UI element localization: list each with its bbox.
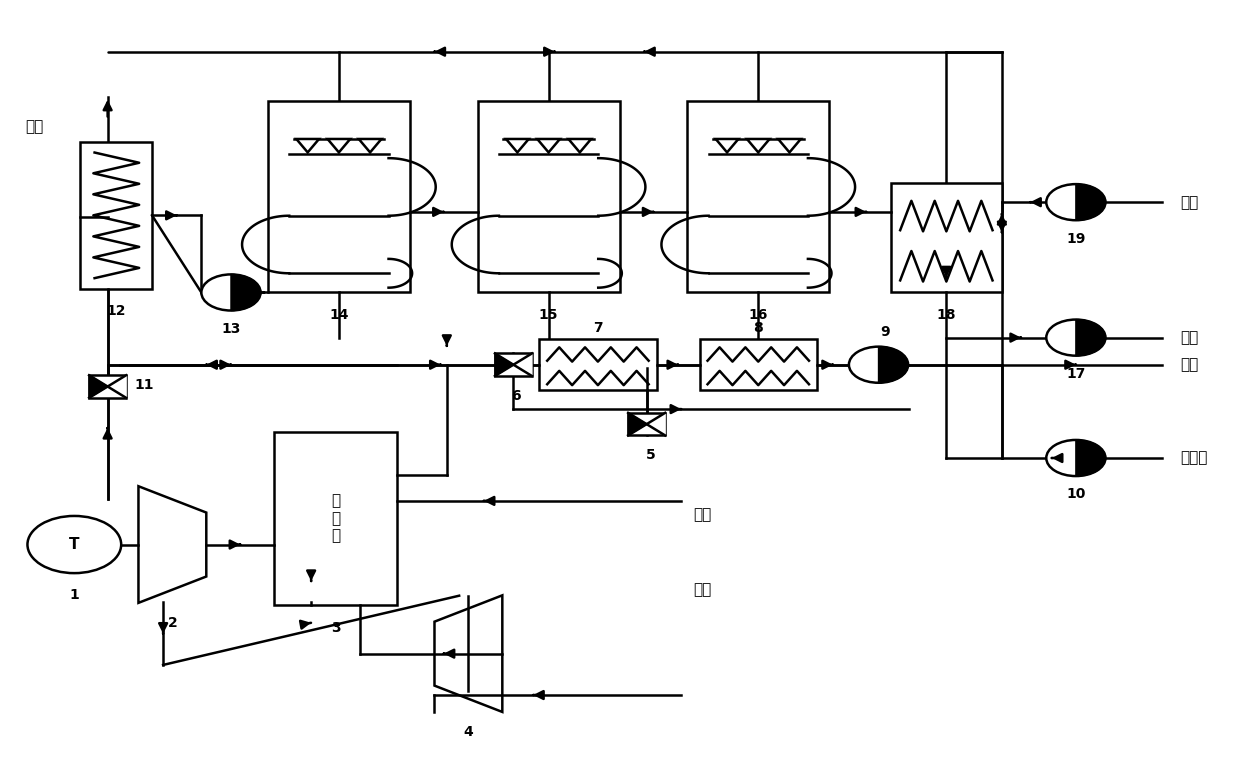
Polygon shape (230, 274, 260, 311)
Text: 12: 12 (107, 304, 126, 318)
Bar (81, 142, 152, 289)
Bar (494, 353, 532, 376)
Bar (688, 101, 829, 293)
Polygon shape (506, 139, 529, 152)
Polygon shape (538, 139, 560, 152)
Polygon shape (296, 139, 318, 152)
Polygon shape (1075, 440, 1105, 476)
Circle shape (202, 274, 260, 311)
Circle shape (1046, 184, 1105, 221)
Text: 14: 14 (330, 308, 348, 321)
Text: 9: 9 (880, 325, 890, 339)
Polygon shape (628, 413, 647, 435)
Text: 浓海水: 浓海水 (1181, 450, 1208, 465)
Text: 17: 17 (1067, 367, 1085, 381)
Text: 燃
烧
室: 燃 烧 室 (331, 493, 341, 543)
Circle shape (1046, 320, 1105, 356)
Text: 1: 1 (69, 588, 79, 602)
Bar (89, 375, 126, 398)
Bar (628, 413, 665, 435)
Text: 2: 2 (167, 616, 177, 630)
Bar (700, 339, 817, 390)
Bar (478, 101, 620, 293)
Text: 8: 8 (753, 321, 763, 335)
Text: 19: 19 (1067, 231, 1085, 246)
Polygon shape (778, 139, 800, 152)
Polygon shape (647, 413, 665, 435)
Text: 18: 18 (937, 308, 957, 321)
Bar (274, 431, 398, 605)
Circle shape (849, 346, 908, 383)
Polygon shape (327, 139, 351, 152)
Text: 13: 13 (222, 322, 240, 336)
Text: 10: 10 (1067, 487, 1085, 501)
Polygon shape (513, 353, 532, 376)
Polygon shape (747, 139, 769, 152)
Circle shape (1046, 440, 1105, 476)
Polygon shape (435, 595, 502, 712)
Text: 3: 3 (331, 622, 341, 635)
Text: T: T (69, 537, 79, 552)
Text: 7: 7 (593, 321, 602, 335)
Polygon shape (89, 375, 108, 398)
Text: 淡水: 淡水 (1181, 330, 1199, 345)
Bar (268, 101, 410, 293)
Circle shape (27, 516, 121, 573)
Polygon shape (108, 375, 126, 398)
Polygon shape (716, 139, 738, 152)
Polygon shape (139, 486, 207, 603)
Text: 5: 5 (646, 448, 655, 462)
Text: 11: 11 (135, 378, 155, 392)
Text: 空气: 空气 (694, 582, 711, 597)
Text: 4: 4 (463, 725, 473, 739)
Polygon shape (1075, 184, 1105, 221)
Polygon shape (569, 139, 591, 152)
Text: 海水: 海水 (1181, 195, 1199, 210)
Polygon shape (878, 346, 908, 383)
Text: 烟气: 烟气 (1181, 357, 1199, 372)
Polygon shape (1075, 320, 1105, 356)
Text: 6: 6 (510, 389, 520, 402)
Bar (891, 183, 1002, 293)
Bar (539, 339, 657, 390)
Polygon shape (494, 353, 513, 376)
Polygon shape (359, 139, 382, 152)
Text: 燃料: 燃料 (694, 507, 711, 522)
Text: 15: 15 (539, 308, 559, 321)
Text: 烟气: 烟气 (25, 120, 43, 134)
Text: 16: 16 (748, 308, 768, 321)
